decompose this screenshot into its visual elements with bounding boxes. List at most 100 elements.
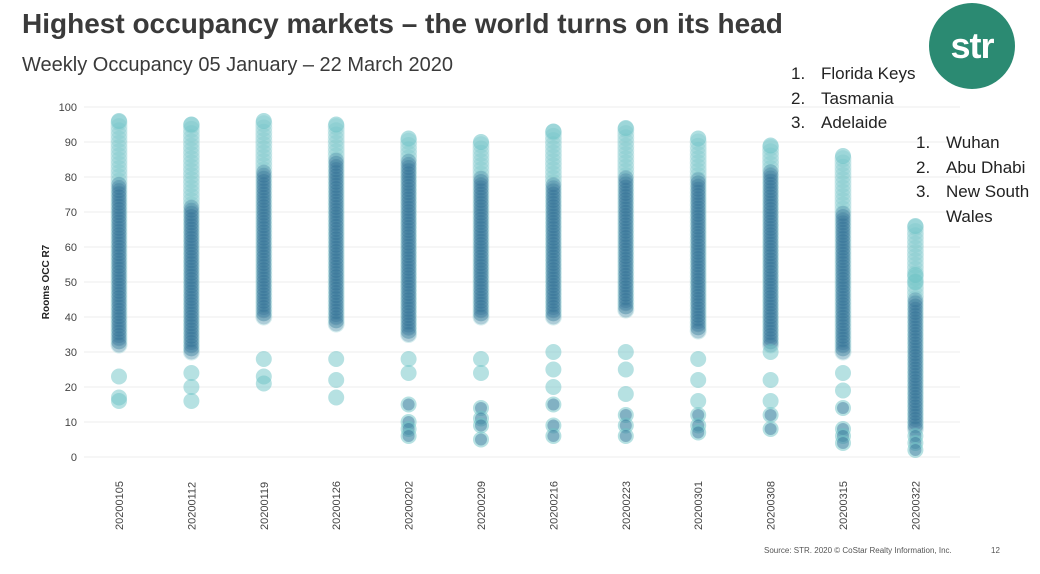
data-point	[183, 240, 199, 256]
data-point	[545, 221, 561, 237]
data-point	[544, 304, 562, 322]
data-point	[473, 208, 489, 224]
data-point	[183, 393, 200, 409]
data-point	[834, 167, 852, 185]
highest-occupancy-list: 1. Florida Keys 2. Tasmania 3. Adelaide	[791, 62, 931, 136]
data-point	[906, 365, 924, 383]
data-point	[689, 284, 707, 302]
data-point	[545, 246, 561, 262]
data-point	[689, 255, 707, 273]
data-point	[834, 301, 852, 319]
data-point	[689, 322, 707, 340]
list-label: New South Wales	[946, 182, 1030, 226]
data-point	[182, 133, 200, 151]
data-point	[763, 189, 779, 205]
data-point	[472, 262, 490, 280]
list-number: 3.	[791, 113, 806, 132]
data-point	[327, 227, 345, 245]
data-point	[763, 236, 779, 252]
data-point	[906, 386, 924, 404]
data-point	[473, 237, 489, 253]
data-point	[473, 365, 489, 381]
data-point	[834, 200, 852, 218]
data-point	[690, 184, 706, 200]
data-point	[835, 297, 851, 313]
data-point	[110, 185, 128, 203]
data-point	[690, 323, 706, 339]
data-point	[906, 391, 924, 409]
data-point	[183, 300, 199, 316]
data-point	[401, 241, 417, 257]
data-point	[256, 227, 272, 243]
data-point	[690, 200, 706, 216]
x-tick-label: 20200119	[259, 482, 271, 530]
data-point	[110, 294, 128, 312]
data-point	[764, 423, 777, 435]
logo-text: str	[950, 25, 994, 66]
data-point	[328, 209, 344, 225]
data-point	[183, 256, 199, 272]
data-point	[472, 241, 490, 259]
data-point	[182, 167, 200, 185]
data-point	[111, 113, 127, 129]
data-point	[401, 286, 417, 302]
data-point	[763, 230, 779, 246]
data-point	[689, 305, 707, 323]
data-point	[401, 178, 417, 194]
data-point	[328, 288, 344, 304]
data-point	[400, 351, 417, 367]
data-point	[111, 220, 127, 236]
data-point	[183, 290, 199, 306]
data-point	[834, 238, 852, 256]
data-point	[906, 323, 924, 341]
data-point	[256, 196, 272, 212]
data-point	[401, 166, 417, 182]
data-point	[111, 309, 127, 325]
data-point	[906, 244, 924, 262]
data-point	[400, 313, 418, 331]
data-point	[907, 399, 923, 415]
data-point	[762, 421, 779, 437]
data-point	[110, 151, 128, 169]
data-point	[400, 321, 418, 339]
data-point	[110, 130, 128, 148]
data-point	[401, 323, 417, 339]
data-point	[255, 148, 273, 166]
data-point	[618, 214, 634, 230]
data-point	[111, 261, 127, 277]
data-point	[183, 221, 199, 237]
data-point	[834, 335, 852, 353]
data-point	[689, 318, 707, 336]
data-point	[400, 200, 418, 217]
data-point	[400, 212, 418, 230]
data-point	[328, 212, 344, 228]
data-point	[475, 419, 487, 432]
data-point	[690, 191, 706, 207]
data-point	[111, 265, 127, 281]
data-point	[618, 220, 634, 236]
data-point	[906, 302, 924, 320]
data-point	[690, 301, 706, 317]
data-point	[545, 274, 561, 290]
data-point	[762, 344, 779, 360]
data-point	[111, 195, 127, 211]
data-point	[183, 205, 199, 221]
data-point	[835, 227, 851, 243]
data-point	[617, 146, 635, 164]
data-point	[255, 262, 273, 280]
data-point	[834, 171, 852, 189]
data-point	[690, 393, 707, 409]
data-point	[400, 208, 418, 226]
data-point	[617, 221, 635, 239]
data-point	[401, 172, 417, 188]
data-point	[256, 164, 272, 180]
data-point	[617, 259, 635, 277]
data-point	[182, 209, 200, 227]
data-point	[544, 211, 562, 229]
data-point	[544, 245, 562, 263]
data-point	[834, 305, 852, 323]
data-point	[690, 310, 706, 326]
data-point	[111, 208, 127, 224]
data-point	[255, 123, 273, 141]
data-point	[544, 157, 562, 175]
